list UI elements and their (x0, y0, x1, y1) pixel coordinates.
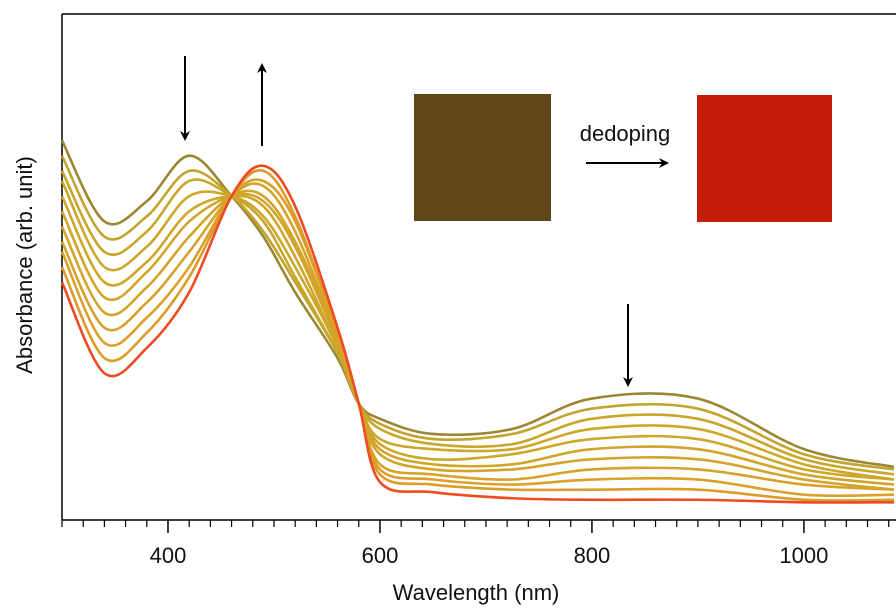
series-group (60, 139, 895, 504)
x-axis-label: Wavelength (nm) (393, 580, 560, 605)
x-tick-label: 1000 (779, 543, 828, 568)
y-axis-label: Absorbance (arb. unit) (12, 156, 37, 374)
x-tick-label: 600 (362, 543, 399, 568)
x-tick-label: 800 (574, 543, 611, 568)
spectrum-line (60, 178, 895, 498)
spectrum-line (60, 182, 895, 491)
annotation: dedoping (580, 121, 671, 146)
dedoped-film (697, 95, 832, 222)
x-tick-label: 400 (150, 543, 187, 568)
doped-film (414, 94, 551, 221)
spectrum-line (60, 164, 895, 504)
